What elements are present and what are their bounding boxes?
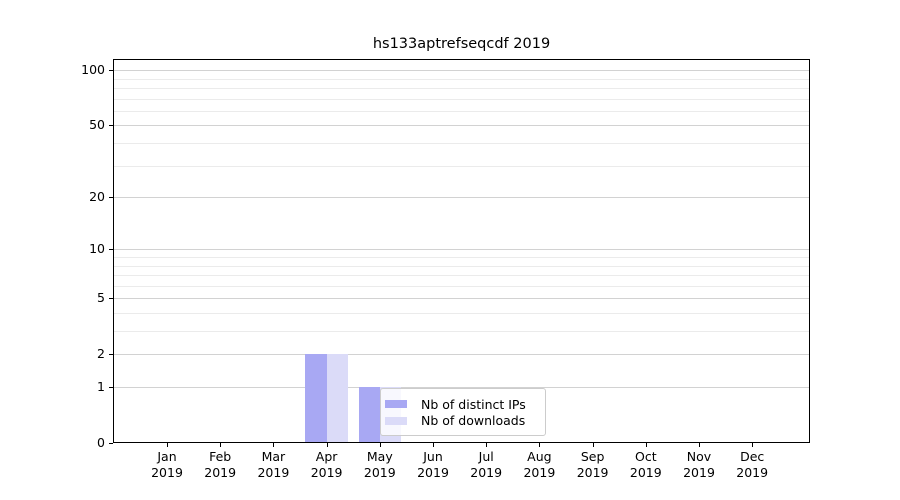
bar-distinct-ips — [305, 354, 327, 443]
y-tick-mark — [109, 298, 113, 300]
x-tick-label: Sep 2019 — [576, 449, 609, 480]
x-tick-label: Jul 2019 — [470, 449, 503, 480]
y-tick-label: 10 — [89, 241, 105, 257]
legend-swatch-downloads — [385, 416, 407, 425]
y-gridline-minor — [114, 143, 809, 144]
legend-label-downloads: Nb of downloads — [421, 413, 526, 429]
x-tick-label: Jun 2019 — [417, 449, 449, 480]
y-gridline-minor — [114, 257, 809, 258]
y-gridline-major — [114, 70, 809, 72]
y-gridline-minor — [114, 313, 809, 314]
y-gridline-minor — [114, 331, 809, 332]
chart-title: hs133aptrefseqcdf 2019 — [372, 36, 551, 52]
y-tick-label: 20 — [89, 189, 105, 205]
x-tick-label: Oct 2019 — [629, 449, 662, 480]
y-gridline-major — [114, 197, 809, 199]
legend-label-distinct-ips: Nb of distinct IPs — [421, 396, 526, 412]
x-tick-mark — [433, 443, 434, 447]
y-tick-label: 0 — [97, 435, 105, 450]
y-tick-mark — [109, 387, 113, 388]
x-tick-label: Jan 2019 — [151, 449, 183, 480]
y-tick-label: 2 — [97, 346, 105, 362]
y-tick-mark — [109, 249, 113, 251]
y-gridline-major — [114, 387, 809, 388]
x-tick-mark — [699, 443, 700, 447]
x-tick-mark — [379, 443, 381, 447]
y-gridline-minor — [114, 165, 809, 167]
y-tick-label: 50 — [89, 117, 105, 133]
x-tick-label: Dec 2019 — [736, 449, 769, 480]
x-tick-mark — [592, 443, 594, 447]
y-tick-label: 100 — [81, 62, 105, 78]
y-gridline-minor — [114, 275, 809, 276]
x-tick-label: Apr 2019 — [310, 449, 343, 480]
legend-item-downloads: Nb of downloads — [385, 413, 539, 430]
y-tick-mark — [109, 197, 113, 199]
x-tick-label: Mar 2019 — [257, 449, 290, 480]
x-tick-label: Nov 2019 — [683, 449, 715, 480]
y-gridline-major — [114, 249, 809, 251]
x-tick-mark — [167, 443, 168, 447]
legend: Nb of distinct IPs Nb of downloads — [380, 388, 546, 436]
x-tick-mark — [539, 443, 541, 447]
x-tick-mark — [645, 443, 647, 447]
y-tick-label: 5 — [97, 290, 105, 306]
x-tick-mark — [752, 443, 754, 447]
y-gridline-minor — [114, 78, 809, 80]
x-tick-label: Aug 2019 — [523, 449, 556, 480]
y-gridline-minor — [114, 110, 809, 112]
y-tick-mark — [109, 354, 113, 356]
x-tick-label: Feb 2019 — [204, 449, 237, 480]
y-gridline-minor — [114, 98, 809, 100]
y-tick-label: 1 — [97, 379, 105, 394]
x-tick-mark — [273, 443, 275, 447]
x-tick-mark — [220, 443, 222, 447]
legend-swatch-distinct-ips — [385, 400, 407, 409]
y-tick-mark — [109, 443, 113, 444]
bar-distinct-ips — [358, 387, 380, 443]
y-tick-mark — [109, 70, 113, 72]
y-gridline-minor — [114, 265, 809, 267]
x-tick-mark — [486, 443, 488, 447]
y-gridline-major — [114, 354, 809, 356]
y-gridline-major — [114, 125, 809, 127]
y-gridline-minor — [114, 285, 809, 287]
plot-area-border — [113, 59, 810, 443]
y-gridline-major — [114, 298, 809, 300]
y-tick-mark — [109, 125, 113, 127]
y-gridline-minor — [114, 88, 809, 89]
x-tick-label: May 2019 — [363, 449, 396, 480]
bar-downloads — [326, 354, 348, 443]
x-tick-mark — [326, 443, 328, 447]
legend-item-distinct-ips: Nb of distinct IPs — [385, 396, 539, 413]
